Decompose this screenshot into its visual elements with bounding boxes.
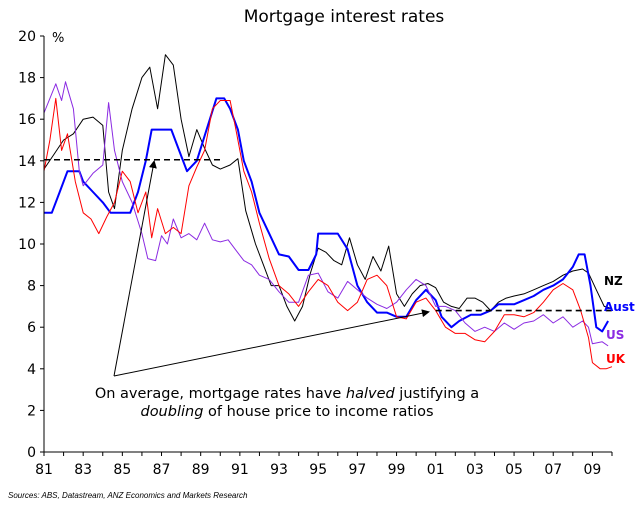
series-line-nz <box>43 54 613 322</box>
annotation-part-b: justifying a <box>395 386 479 402</box>
y-tick-label: 2 <box>27 403 36 419</box>
annotation-text-line2: doubling of house price to income ratios <box>140 404 433 420</box>
x-tick-label: 83 <box>74 462 92 478</box>
x-tick-label: 01 <box>427 462 445 478</box>
series-label-nz: NZ <box>604 274 623 288</box>
x-tick-label: 05 <box>505 462 523 478</box>
x-tick-label: 81 <box>35 462 53 478</box>
x-tick-label: 97 <box>348 462 366 478</box>
x-tick-label: 93 <box>270 462 288 478</box>
x-tick-labels: 81 83 85 87 89 91 93 95 97 99 01 03 05 07 09 <box>35 452 613 478</box>
x-tick-label: 99 <box>388 462 406 478</box>
y-tick-labels: 0 2 4 6 8 10 12 14 16 18 20 <box>18 29 44 461</box>
series-line-uk <box>43 97 613 370</box>
series-lines <box>43 54 613 370</box>
y-tick-label: 12 <box>18 195 36 211</box>
annotation-arrow-left <box>113 160 157 377</box>
annotation-emphasis-halved: halved <box>346 386 396 402</box>
y-tick-label: 0 <box>27 445 36 461</box>
series-line-aust <box>44 97 609 333</box>
y-axis-unit-label: % <box>52 31 64 46</box>
y-tick-label: 6 <box>27 320 36 336</box>
y-tick-label: 10 <box>18 237 36 253</box>
annotation-arrows <box>113 160 430 377</box>
y-tick-label: 14 <box>18 154 36 170</box>
annotation-part-c: of house price to income ratios <box>203 404 433 420</box>
y-tick-label: 18 <box>18 71 36 87</box>
x-tick-label: 09 <box>583 462 601 478</box>
x-tick-label: 91 <box>231 462 249 478</box>
y-tick-label: 4 <box>27 362 36 378</box>
x-tick-label: 07 <box>544 462 562 478</box>
x-tick-label: 95 <box>309 462 327 478</box>
series-label-us: US <box>606 328 624 342</box>
y-tick-label: 8 <box>27 279 36 295</box>
x-tick-label: 87 <box>153 462 171 478</box>
x-tick-label: 89 <box>192 462 210 478</box>
annotation-text-line1: On average, mortgage rates have halved j… <box>95 386 479 402</box>
series-label-uk: UK <box>606 352 626 366</box>
chart-title: Mortgage interest rates <box>244 7 445 27</box>
annotation-emphasis-doubling: doubling <box>140 404 203 420</box>
series-label-aust: Aust <box>604 300 635 314</box>
y-tick-label: 20 <box>18 29 36 45</box>
series-labels: NZ Aust US UK <box>604 274 635 366</box>
source-note: Sources: ABS, Datastream, ANZ Economics … <box>8 491 248 500</box>
x-tick-label: 85 <box>113 462 131 478</box>
series-line-us <box>43 81 609 347</box>
annotation-part-a: On average, mortgage rates have <box>95 386 346 402</box>
annotation-arrow-right <box>113 309 430 377</box>
x-tick-label: 03 <box>466 462 484 478</box>
average-lines <box>44 158 612 312</box>
y-tick-label: 16 <box>18 112 36 128</box>
